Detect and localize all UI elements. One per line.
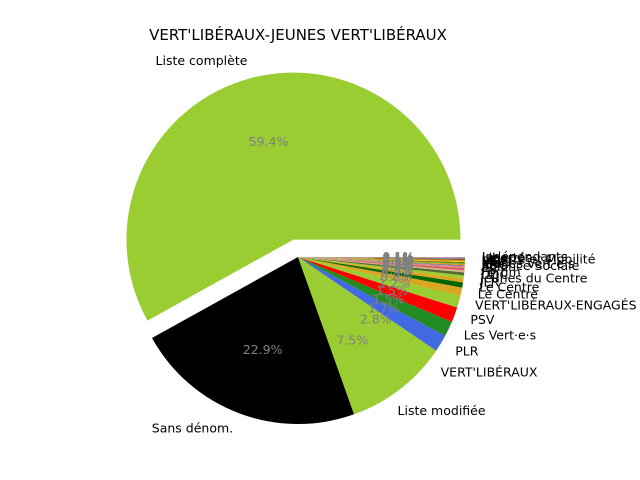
- percent-label-independants: 0.1%: [382, 249, 414, 264]
- slice-label-mcg: MCG: [482, 255, 511, 270]
- pie-slice-jlr: [298, 257, 464, 283]
- pie-slice-le-centre: [298, 257, 464, 288]
- pie-slice-liste-modifiee: [298, 257, 419, 415]
- percent-label-vert-liberaux-engages: 1.2%: [379, 275, 411, 290]
- percent-label-pev: 0.1%: [382, 251, 414, 266]
- percent-label-le-centre: 0.8%: [380, 269, 412, 284]
- percent-label-vert-liberaux: 2.8%: [360, 312, 392, 327]
- percent-label-les-vert-e-s: 1.5%: [373, 292, 405, 307]
- chart-title: VERT'LIBÉRAUX-JEUNES VERT'LIBÉRAUX: [149, 25, 447, 44]
- pie-slice-psv: [298, 257, 458, 322]
- pie-slice-pdc: [298, 257, 465, 266]
- percent-label-udc: 0.3%: [382, 259, 414, 274]
- pie-slice-liste-complete: [126, 72, 461, 321]
- slice-label-jlr: JLR: [479, 274, 500, 289]
- slice-label-liste-modifiee: Liste modifiée: [398, 403, 486, 418]
- slice-label-jeunes-vert-e-s: Jeunes Vert·e·s: [481, 256, 575, 271]
- slice-label-les-vert-e-s: Les Vert·e·s: [464, 328, 536, 343]
- slice-label-js: JS: [480, 260, 493, 275]
- pie-slice-forum: [298, 257, 465, 273]
- slice-label-udf: UDF: [482, 252, 508, 267]
- pie-slice-libertes: [298, 257, 465, 260]
- slice-label-pdc: PDC: [482, 257, 508, 272]
- percent-label-pdc: 0.1%: [382, 253, 414, 268]
- pie-slice-mcg: [298, 257, 465, 264]
- pie-slice-independants: [298, 257, 465, 259]
- percent-label-udf: 0.1%: [382, 251, 414, 266]
- pie-slice-js: [298, 257, 465, 269]
- percent-label-alliance-sociale: 0.1%: [382, 254, 414, 269]
- slice-label-plr: PLR: [455, 344, 479, 359]
- percent-label-sans-denom: 22.9%: [243, 342, 283, 357]
- slice-label-liste-complete: Liste complète: [156, 53, 248, 68]
- pie-slice-sans-denom: [151, 257, 355, 425]
- pie-slice-udc: [298, 257, 465, 276]
- slices-group: [126, 72, 465, 425]
- slice-label-libertes: Libertés: [482, 250, 532, 265]
- pie-slice-le-centre: [298, 257, 463, 296]
- pie-slice-plr: [298, 257, 446, 351]
- pie-slice-pev: [298, 257, 465, 263]
- slice-label-jeunes-du-centre: Jeunes du Centre: [479, 270, 587, 285]
- percent-label-le-centre: 0.5%: [381, 265, 413, 280]
- slice-label-ps: PS: [481, 262, 497, 277]
- pie-slice-udf: [298, 257, 465, 262]
- slice-label-vert-liberaux-engages: VERT'LIBÉRAUX-ENGAGÉS: [475, 298, 637, 313]
- pie-slice-ps: [298, 257, 465, 271]
- slice-label-alliance-sociale: Alliance Sociale: [481, 258, 579, 273]
- percent-label-js: 0.2%: [382, 255, 414, 270]
- slice-label-sans-denom: Sans dénom.: [152, 420, 233, 435]
- pie-slice-jeunes-du-centre: [298, 257, 464, 279]
- percent-labels-group: 59.4%22.9%7.5%2.8%1.7%1.5%1.5%1.2%0.8%0.…: [243, 134, 414, 357]
- pie-slice-les-vert-e-s: [298, 257, 452, 336]
- percent-label-jeunes-du-centre: 0.3%: [382, 260, 414, 275]
- percent-label-liste-complete: 59.4%: [249, 134, 289, 149]
- pie-slice-alliance-sociale: [298, 257, 465, 267]
- slice-labels-group: Liste complète Sans dénom. Liste modifiée V…: [152, 53, 637, 435]
- slice-label-vert-liberaux: VERT'LIBÉRAUX: [441, 364, 538, 379]
- slice-label-le-centre: Le Centre: [479, 279, 540, 294]
- percent-label-liste-modifiee: 7.5%: [336, 333, 368, 348]
- percent-label-psv: 1.5%: [376, 283, 408, 298]
- slice-label-pev: PEV: [482, 254, 506, 269]
- percent-label-mcg: 0.1%: [382, 252, 414, 267]
- percent-label-jlr: 0.4%: [381, 263, 413, 278]
- slice-label-liberte-et-mobilite: Liberté et Mobilité: [482, 251, 596, 266]
- percent-label-jeunes-vert-e-s: 0.1%: [382, 252, 414, 267]
- slice-label-udc: UDC: [481, 267, 509, 282]
- percent-label-ps: 0.2%: [382, 256, 414, 271]
- pie-slice-vert-liberaux: [298, 257, 437, 373]
- pie-slice-vert-liberaux-engages: [298, 257, 461, 308]
- slice-label-psv: PSV: [470, 312, 494, 327]
- pie-slice-liberte-et-mobilite: [298, 257, 465, 261]
- percent-label-liberte-et-mobilite: 0.1%: [382, 250, 414, 265]
- slice-label-independants: Indépendants: [482, 249, 568, 264]
- pie-slice-jeunes-vert-e-s: [298, 257, 465, 265]
- percent-label-plr: 1.7%: [368, 300, 400, 315]
- percent-label-forum: 0.2%: [382, 257, 414, 272]
- slice-label-forum: Forum: [481, 264, 521, 279]
- percent-label-libertes: 0.1%: [382, 249, 414, 264]
- slice-label-le-centre: Le Centre: [478, 287, 539, 302]
